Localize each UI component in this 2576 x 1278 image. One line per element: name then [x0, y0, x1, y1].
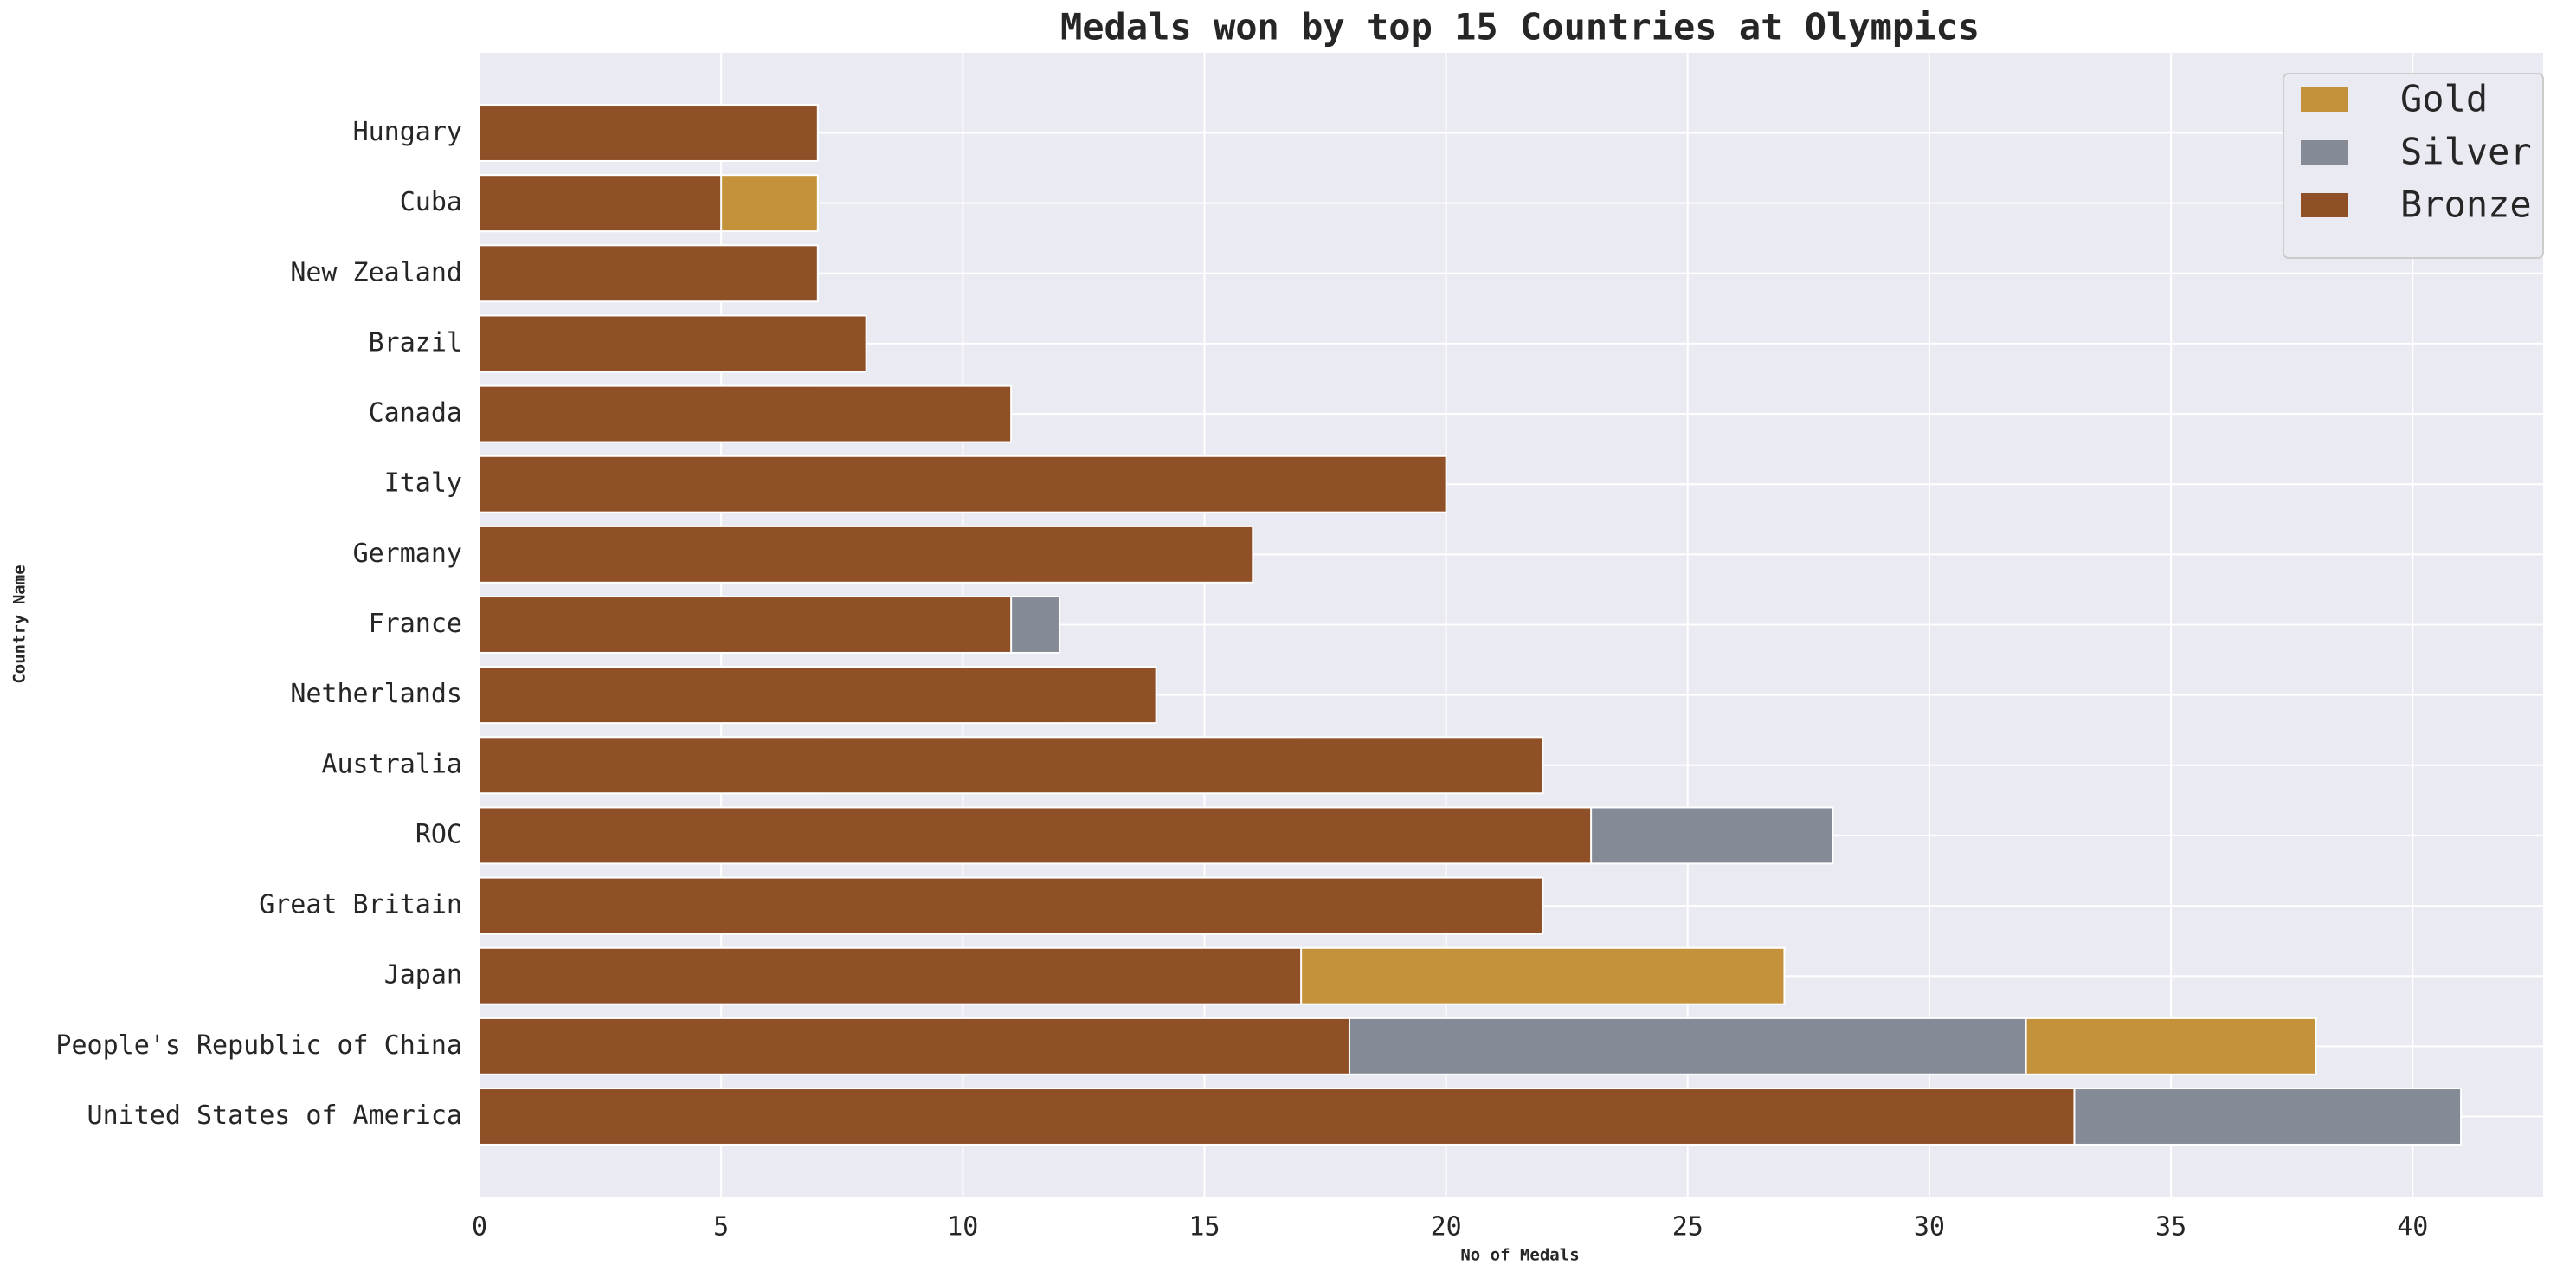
bar — [479, 666, 1157, 725]
bars — [479, 104, 2463, 1146]
legend-label: Gold — [2400, 78, 2488, 120]
y-tick-label: Brazil — [369, 327, 462, 358]
x-tick-label: 0 — [472, 1212, 487, 1242]
bar — [479, 736, 1544, 795]
y-tick-label: France — [369, 609, 462, 639]
y-axis-label: Country Name — [10, 565, 29, 683]
y-tick-label: Netherlands — [290, 679, 462, 709]
bar — [479, 455, 1447, 513]
legend-swatch — [2301, 87, 2348, 112]
bar — [479, 1088, 2076, 1146]
legend-label: Silver — [2400, 131, 2532, 173]
bar — [479, 806, 1593, 865]
x-tick-label: 25 — [1672, 1212, 1703, 1242]
y-tick-label: Germany — [353, 539, 462, 569]
x-tick-label: 20 — [1431, 1212, 1462, 1242]
y-tick-label: United States of America — [87, 1100, 462, 1131]
y-tick-label: Hungary — [353, 117, 462, 147]
x-tick-label: 30 — [1914, 1212, 1945, 1242]
bar — [479, 384, 1013, 443]
bar — [479, 244, 819, 303]
bar — [479, 946, 1303, 1005]
bar — [479, 596, 1013, 654]
x-axis-label: No of Medals — [1460, 1246, 1579, 1265]
y-tick-label: Cuba — [400, 187, 462, 217]
x-tick-label: 40 — [2397, 1212, 2428, 1242]
legend-swatch — [2301, 193, 2348, 217]
y-tick-label: Great Britain — [259, 890, 462, 920]
legend: Gold Silver Bronze — [2283, 73, 2544, 259]
x-tick-label: 5 — [713, 1212, 729, 1242]
x-tick-label: 35 — [2155, 1212, 2186, 1242]
chart-title: Medals won by top 15 Countries at Olympi… — [1060, 6, 1980, 48]
bar — [479, 174, 723, 233]
y-tick-label: Australia — [321, 749, 462, 779]
bar — [479, 525, 1254, 584]
bar — [479, 104, 819, 162]
y-tick-label: Japan — [384, 960, 462, 991]
y-tick-label: ROC — [415, 819, 462, 849]
bar — [479, 314, 867, 373]
y-tick-label: Italy — [384, 468, 462, 499]
y-tick-label: People's Republic of China — [55, 1030, 462, 1061]
y-tick-label: New Zealand — [290, 257, 462, 287]
bar — [479, 1017, 1350, 1075]
x-tick-label: 10 — [947, 1212, 978, 1242]
legend-swatch — [2301, 140, 2348, 165]
x-tick-label: 15 — [1188, 1212, 1220, 1242]
bar — [479, 876, 1544, 935]
y-tick-label: Canada — [369, 398, 462, 429]
legend-label: Bronze — [2400, 184, 2532, 226]
